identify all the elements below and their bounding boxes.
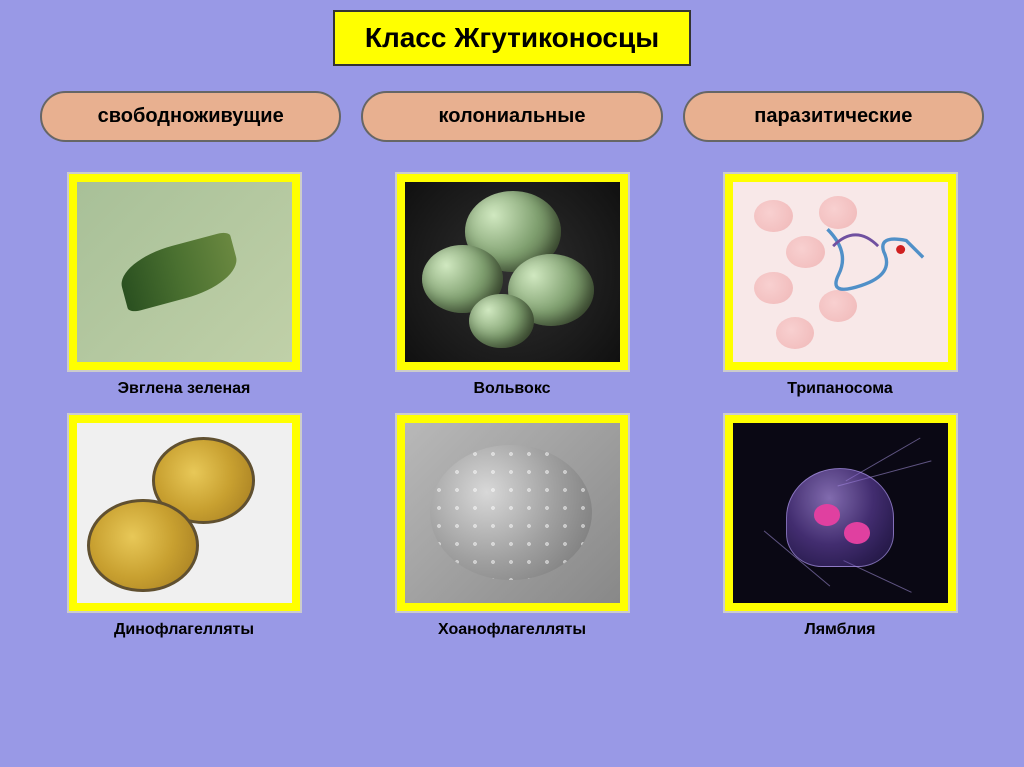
trypanosoma-image (733, 182, 948, 362)
trypanosoma-wave-icon (808, 218, 937, 308)
cell-lamblia: Лямблия (696, 413, 984, 639)
dinoflagellates-image (77, 423, 292, 603)
img-box-dinoflagellates (67, 413, 302, 613)
caption-dinoflagellates: Динофлагелляты (114, 621, 254, 639)
img-box-choanoflagellates (395, 413, 630, 613)
caption-choanoflagellates: Хоанофлагелляты (438, 621, 586, 639)
lamblia-nucleus-icon (844, 522, 870, 544)
euglena-image (77, 182, 292, 362)
caption-lamblia: Лямблия (804, 621, 875, 639)
lamblia-image (733, 423, 948, 603)
cell-volvox: Вольвокс (368, 172, 656, 398)
caption-euglena: Эвглена зеленая (118, 380, 251, 398)
caption-trypanosoma: Трипаносома (787, 380, 893, 398)
blood-cell-icon (754, 272, 793, 304)
cell-euglena: Эвглена зеленая (40, 172, 328, 398)
img-box-trypanosoma (723, 172, 958, 372)
choano-dots-icon (430, 445, 591, 580)
choanoflagellates-image (405, 423, 620, 603)
category-colonial: колониальные (361, 91, 662, 142)
euglena-shape-icon (115, 231, 243, 314)
dino-circle-icon (87, 499, 199, 593)
lamblia-nucleus-icon (814, 504, 840, 526)
img-box-volvox (395, 172, 630, 372)
organism-grid: Эвглена зеленая Вольвокс (10, 172, 1014, 639)
categories-row: свободноживущие колониальные паразитичес… (10, 91, 1014, 142)
choano-sphere-icon (430, 445, 591, 580)
img-box-lamblia (723, 413, 958, 613)
volvox-image (405, 182, 620, 362)
cell-choanoflagellates: Хоанофлагелляты (368, 413, 656, 639)
blood-cell-icon (754, 200, 793, 232)
cell-dinoflagellates: Динофлагелляты (40, 413, 328, 639)
blood-cell-icon (776, 317, 815, 349)
category-parasitic: паразитические (683, 91, 984, 142)
img-box-euglena (67, 172, 302, 372)
lamblia-body-icon (786, 468, 894, 567)
title-box: Класс Жгутиконосцы (333, 10, 691, 66)
caption-volvox: Вольвокс (473, 380, 550, 398)
volvox-sphere-icon (469, 294, 534, 348)
category-free-living: свободноживущие (40, 91, 341, 142)
cell-trypanosoma: Трипаносома (696, 172, 984, 398)
